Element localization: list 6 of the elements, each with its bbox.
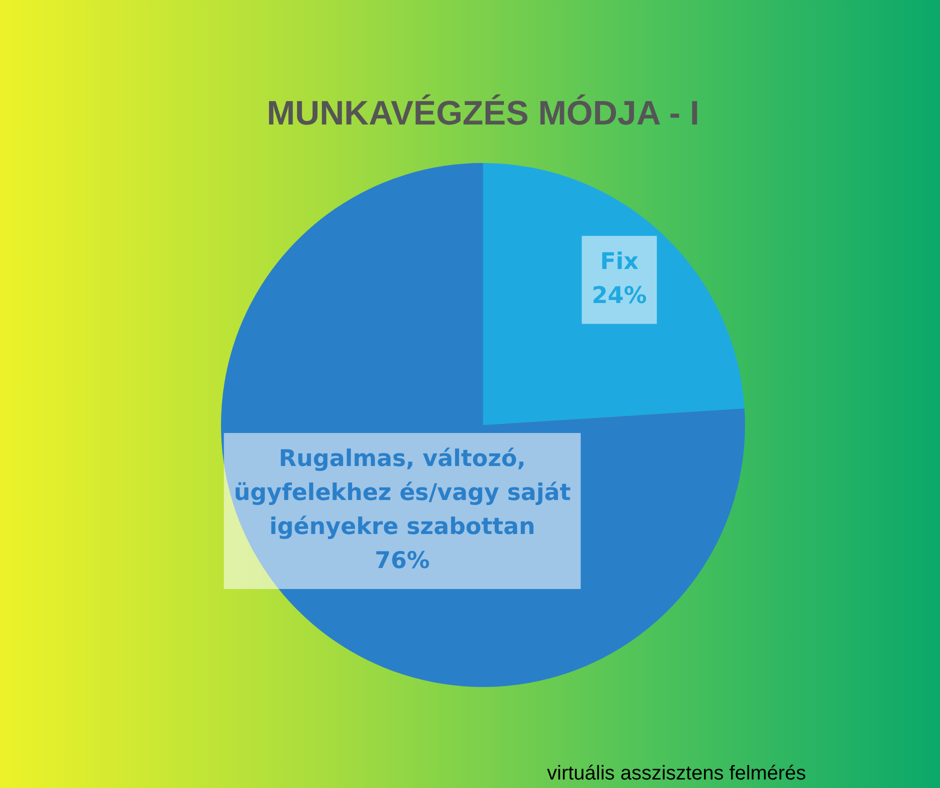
slice-label: Fix bbox=[600, 248, 639, 275]
data-label: 76% bbox=[374, 548, 430, 574]
data-label: 24% bbox=[592, 282, 647, 309]
chart-title: MUNKAVÉGZÉS MÓDJA - I bbox=[266, 93, 700, 132]
text: virtuális asszisztens felmérés bbox=[547, 762, 806, 785]
slice-label: Rugalmas, változó, ügyfelekhez és/vagy saját igényekre szabottan bbox=[234, 446, 571, 540]
